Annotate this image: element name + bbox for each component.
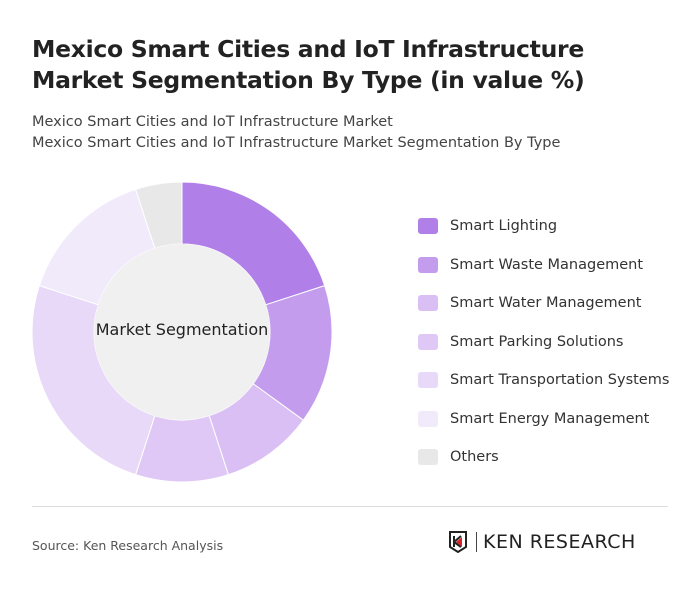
legend-item: Others (418, 438, 669, 477)
legend-item: Smart Parking Solutions (418, 323, 669, 362)
legend-label: Smart Water Management (450, 295, 642, 312)
legend-label: Smart Transportation Systems (450, 372, 670, 389)
logo-text: KEN RESEARCH (476, 532, 636, 552)
legend-swatch (418, 449, 438, 466)
chart-title: Mexico Smart Cities and IoT Infrastructu… (32, 35, 585, 94)
subtitle-segmentation: Mexico Smart Cities and IoT Infrastructu… (32, 135, 561, 151)
legend: Smart Lighting Smart Waste Management Smar… (418, 207, 669, 477)
source-note: Source: Ken Research Analysis (32, 538, 224, 553)
legend-item: Smart Energy Management (418, 400, 669, 439)
legend-label: Smart Waste Management (450, 256, 644, 273)
legend-item: Smart Waste Management (418, 246, 669, 285)
legend-label: Smart Parking Solutions (450, 333, 624, 350)
donut-hole (94, 244, 270, 420)
donut-chart (31, 181, 333, 483)
legend-swatch (418, 410, 438, 427)
legend-label: Smart Lighting (450, 218, 558, 235)
legend-swatch (418, 333, 438, 350)
legend-swatch (418, 372, 438, 389)
legend-item: Smart Transportation Systems (418, 361, 669, 400)
subtitle-market: Mexico Smart Cities and IoT Infrastructu… (32, 114, 393, 130)
legend-swatch (418, 295, 438, 312)
legend-item: Smart Water Management (418, 284, 669, 323)
ken-research-logo: KEN RESEARCH (448, 531, 636, 553)
legend-item: Smart Lighting (418, 207, 669, 246)
legend-label: Smart Energy Management (450, 410, 650, 427)
legend-swatch (418, 218, 438, 235)
divider (32, 506, 668, 507)
legend-label: Others (450, 449, 499, 466)
legend-swatch (418, 256, 438, 273)
ken-logo-icon (449, 531, 467, 553)
donut-center-label: Market Segmentation (95, 320, 269, 339)
